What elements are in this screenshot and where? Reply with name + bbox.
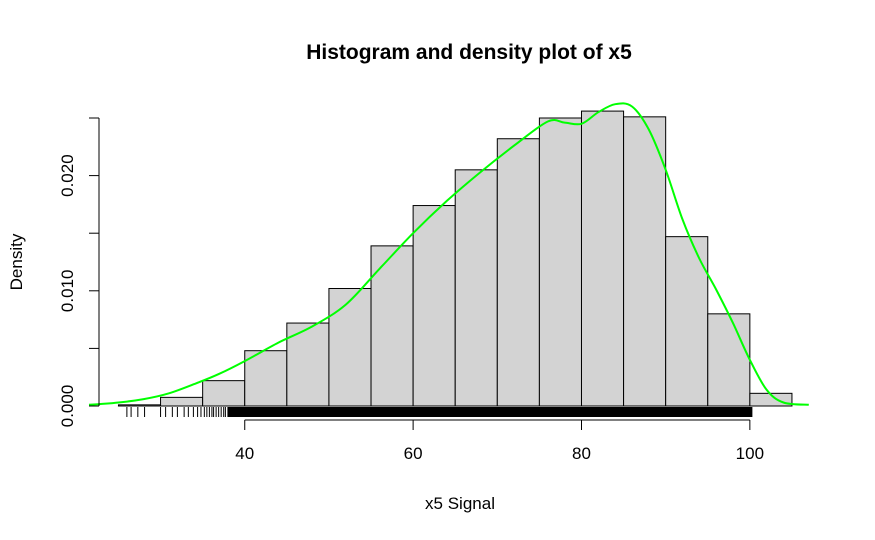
histogram-bar <box>665 236 709 407</box>
histogram-bar <box>623 116 667 407</box>
histogram-bar <box>538 117 582 407</box>
x-axis: 40 60 80 100 <box>235 419 764 463</box>
histogram-bar <box>244 350 288 407</box>
y-tick-label: 0.000 <box>58 385 77 428</box>
y-tick-label: 0.020 <box>58 154 77 197</box>
y-axis: 0.000 0.010 0.020 <box>58 117 100 428</box>
histogram-bar <box>454 169 498 407</box>
chart-title: Histogram and density plot of x5 <box>306 41 632 64</box>
y-tick-label: 0.010 <box>58 270 77 313</box>
histogram-bar <box>580 110 625 407</box>
x-tick-label: 40 <box>235 444 254 463</box>
x-tick-label: 80 <box>572 444 591 463</box>
x-axis-label: x5 Signal <box>425 494 495 513</box>
density-curve <box>88 102 809 406</box>
histogram-bar <box>286 322 330 407</box>
histogram-bars <box>117 110 793 407</box>
histogram-bar <box>412 205 456 407</box>
histogram-bar <box>160 396 204 407</box>
histogram-bar <box>117 404 162 407</box>
histogram-bar <box>707 313 751 407</box>
x-tick-label: 60 <box>404 444 423 463</box>
x-tick-label: 100 <box>736 444 764 463</box>
density-curve-group <box>88 102 809 406</box>
rug-marks <box>126 407 753 417</box>
rug-dense-band <box>227 407 753 417</box>
y-axis-label: Density <box>7 233 26 290</box>
histogram-bar <box>328 287 372 407</box>
histogram-bar <box>370 245 414 407</box>
histogram-bar <box>202 380 246 407</box>
histogram-bar <box>496 138 540 407</box>
